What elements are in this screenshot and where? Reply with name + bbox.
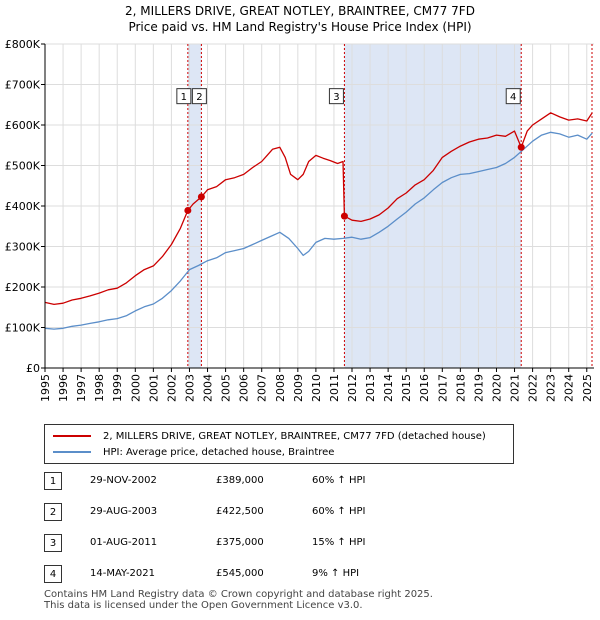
transaction-hpi: 15% ↑ HPI [312, 537, 366, 548]
y-tick-label: £100K [5, 322, 41, 335]
legend-item-hpi: HPI: Average price, detached house, Brai… [53, 445, 334, 459]
legend-swatch-property [53, 435, 91, 437]
x-tick-label: 2005 [220, 374, 233, 402]
x-tick-label: 2009 [292, 374, 305, 402]
transaction-date: 29-AUG-2003 [90, 506, 158, 517]
y-tick-label: £800K [5, 38, 41, 51]
transaction-date: 01-AUG-2011 [90, 537, 158, 548]
x-tick-label: 2023 [545, 374, 558, 402]
transaction-marker [184, 206, 192, 214]
x-tick-label: 2016 [418, 374, 431, 402]
x-tick-label: 2001 [147, 374, 160, 402]
hpi-line [44, 131, 593, 330]
y-tick-label: £500K [5, 160, 41, 173]
legend-item-property: 2, MILLERS DRIVE, GREAT NOTLEY, BRAINTRE… [53, 429, 486, 443]
x-tick-label: 2013 [364, 374, 377, 402]
transaction-label-box [176, 88, 192, 105]
property-price-line [44, 112, 593, 306]
x-tick-label: 2002 [165, 374, 178, 402]
x-tick-label: 2020 [490, 374, 503, 402]
footer-license: This data is licensed under the Open Gov… [44, 600, 363, 611]
x-tick-label: 2004 [202, 374, 215, 402]
price-chart: 1 2 3 4 £0 £100K £200K £300K £400K £500K £600K £700… [5, 38, 594, 402]
y-tick-label: £400K [5, 200, 41, 213]
x-tick-label: 1999 [111, 374, 124, 402]
transaction-price: £545,000 [216, 568, 264, 579]
x-tick-label: 1995 [39, 374, 52, 402]
transaction-label-box [191, 88, 207, 105]
x-tick-label: 2000 [129, 374, 142, 402]
x-tick-label: 1996 [57, 374, 70, 402]
x-tick-label: 1998 [93, 374, 106, 402]
chart-title: 2, MILLERS DRIVE, GREAT NOTLEY, BRAINTRE… [125, 4, 475, 18]
transaction-date: 14-MAY-2021 [90, 568, 156, 579]
chart-subtitle: Price paid vs. HM Land Registry's House … [128, 20, 472, 34]
x-tick-label: 2006 [238, 374, 251, 402]
x-tick-label: 2003 [183, 374, 196, 402]
legend: 2, MILLERS DRIVE, GREAT NOTLEY, BRAINTRE… [44, 424, 514, 464]
transaction-number: 2 [44, 503, 62, 521]
x-tick-label: 1997 [75, 374, 88, 402]
transaction-hpi: 60% ↑ HPI [312, 506, 366, 517]
transaction-label: 4 [510, 92, 516, 103]
transaction-number: 3 [44, 534, 62, 552]
transaction-label-box [328, 88, 344, 105]
x-tick-label: 2022 [527, 374, 540, 402]
transaction-hpi: 60% ↑ HPI [312, 475, 366, 486]
table-row: 4 14-MAY-2021 £545,000 9% ↑ HPI [44, 565, 464, 583]
transaction-price: £375,000 [216, 537, 264, 548]
transaction-number: 1 [44, 472, 62, 490]
x-tick-label: 2008 [274, 374, 287, 402]
transaction-label: 3 [333, 92, 339, 103]
transaction-label: 1 [181, 92, 187, 103]
y-tick-label: £200K [5, 281, 41, 294]
footer-copyright: Contains HM Land Registry data © Crown c… [44, 589, 433, 600]
transaction-marker [517, 143, 525, 151]
transaction-number: 4 [44, 565, 62, 583]
transaction-marker [340, 212, 348, 220]
transaction-hpi: 9% ↑ HPI [312, 568, 360, 579]
table-row: 1 29-NOV-2002 £389,000 60% ↑ HPI [44, 472, 464, 490]
x-tick-label: 2021 [509, 374, 522, 402]
transaction-date: 29-NOV-2002 [90, 475, 157, 486]
transaction-marker [197, 193, 205, 201]
table-row: 3 01-AUG-2011 £375,000 15% ↑ HPI [44, 534, 464, 552]
x-tick-label: 2019 [472, 374, 485, 402]
transaction-price: £389,000 [216, 475, 264, 486]
x-tick-label: 2014 [382, 374, 395, 402]
x-tick-label: 2018 [454, 374, 467, 402]
transaction-label-box [505, 88, 521, 105]
x-tick-label: 2012 [346, 374, 359, 402]
x-tick-label: 2025 [581, 374, 594, 402]
legend-swatch-hpi [53, 451, 91, 453]
footer: Contains HM Land Registry data © Crown c… [44, 589, 433, 611]
y-tick-label: £300K [5, 241, 41, 254]
x-tick-label: 2017 [436, 374, 449, 402]
transaction-price: £422,500 [216, 506, 264, 517]
y-tick-label: £0 [26, 362, 40, 375]
x-tick-label: 2024 [563, 374, 576, 402]
x-tick-label: 2010 [310, 374, 323, 402]
transaction-label: 2 [196, 92, 202, 103]
x-tick-label: 2011 [328, 374, 341, 402]
table-row: 2 29-AUG-2003 £422,500 60% ↑ HPI [44, 503, 464, 521]
legend-label-property: 2, MILLERS DRIVE, GREAT NOTLEY, BRAINTRE… [103, 430, 486, 442]
x-tick-label: 2007 [256, 374, 269, 402]
x-tick-label: 2015 [400, 374, 413, 402]
y-tick-label: £600K [5, 119, 41, 132]
legend-label-hpi: HPI: Average price, detached house, Brai… [103, 446, 335, 458]
y-tick-label: £700K [5, 79, 41, 92]
